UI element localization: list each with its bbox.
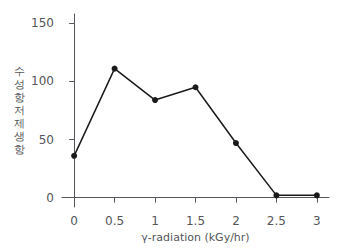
svg-text:3: 3 [313,214,321,228]
svg-text:제: 제 [14,117,25,130]
svg-text:항: 항 [14,91,25,104]
svg-text:성: 성 [14,78,25,91]
svg-text:50: 50 [39,133,54,147]
svg-text:0: 0 [46,191,54,205]
svg-text:100: 100 [31,74,54,88]
svg-text:0: 0 [70,214,78,228]
svg-text:0.5: 0.5 [105,214,124,228]
svg-text:2.5: 2.5 [267,214,286,228]
svg-text:생: 생 [14,130,25,143]
svg-text:항: 항 [14,143,25,156]
svg-text:1: 1 [151,214,159,228]
svg-text:150: 150 [31,16,54,30]
svg-text:2: 2 [232,214,240,228]
svg-text:γ-radiation (kGy/hr): γ-radiation (kGy/hr) [141,231,249,244]
svg-text:수: 수 [14,65,25,78]
svg-text:저: 저 [14,104,25,117]
svg-text:1.5: 1.5 [186,214,205,228]
